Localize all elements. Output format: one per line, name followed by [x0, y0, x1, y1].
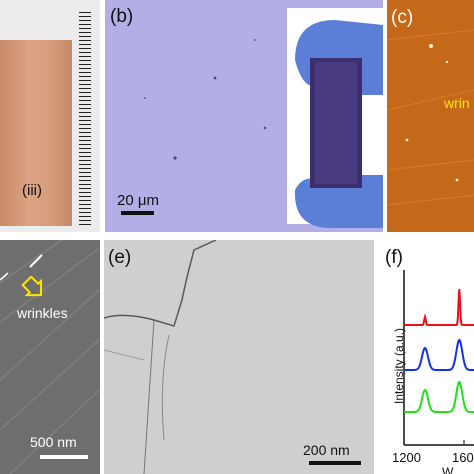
panel-d: wrinkles 500 nm	[0, 240, 100, 474]
tem-image	[104, 240, 217, 474]
panel-b: (b) 20 μm	[105, 0, 383, 232]
raman-plot	[403, 270, 474, 446]
arrow-icon	[21, 276, 43, 297]
spectrum-line-2	[404, 338, 474, 371]
panel-c: (c) wrin	[387, 0, 474, 232]
scale-text-d: 500 nm	[30, 434, 77, 450]
optical-image	[144, 8, 383, 229]
x-tick-label: 160	[452, 450, 474, 465]
scale-bar-e	[309, 461, 361, 465]
scale-text-e: 200 nm	[303, 442, 350, 458]
scale-bar-b	[121, 211, 154, 215]
x-tick-label: 1200	[392, 450, 421, 465]
panel-b-label: (b)	[110, 6, 134, 27]
scale-bar-d	[40, 455, 88, 459]
sample-label: (iii)	[22, 182, 42, 199]
panel-f-label: (f)	[385, 247, 403, 268]
ruler	[79, 12, 91, 226]
x-axis-label: W	[442, 465, 454, 474]
panel-a: (iii)	[0, 0, 100, 232]
sem-image	[0, 240, 100, 474]
panel-f: (f) Intensity (a.u.) 1200 160 W	[380, 240, 474, 474]
spectrum-line-3	[404, 380, 474, 413]
panel-e-label: (e)	[108, 247, 132, 268]
wrinkle-annotation-c: wrin	[444, 95, 470, 111]
panel-e: (e) 200 nm	[104, 240, 374, 474]
scale-text-b: 20 μm	[117, 192, 159, 209]
afm-image	[387, 29, 474, 206]
spectrum-line-1	[404, 288, 474, 326]
wrinkle-annotation-d: wrinkles	[17, 305, 68, 321]
panel-c-label: (c)	[391, 7, 414, 28]
copper-foil	[0, 40, 72, 226]
